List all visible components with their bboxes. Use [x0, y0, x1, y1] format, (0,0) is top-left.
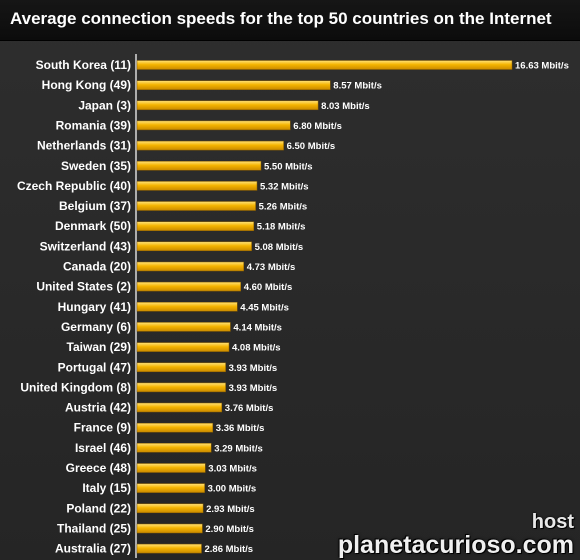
- bar: [136, 362, 226, 373]
- watermark: host planetacurioso.com: [338, 512, 574, 558]
- category-label: Austria (42): [65, 401, 131, 415]
- value-label: 5.50 Mbit/s: [264, 161, 313, 172]
- watermark-host: host: [531, 511, 574, 533]
- bar: [136, 503, 204, 514]
- value-label: 3.36 Mbit/s: [216, 423, 265, 434]
- bar: [136, 161, 262, 171]
- value-label: 3.29 Mbit/s: [214, 443, 263, 454]
- bar: [136, 523, 203, 534]
- category-label: France (9): [74, 421, 131, 435]
- bar: [136, 60, 513, 70]
- category-label: Czech Republic (40): [17, 179, 131, 193]
- bar: [136, 261, 244, 272]
- category-label: Hungary (41): [58, 300, 131, 314]
- value-label: 2.93 Mbit/s: [206, 504, 255, 515]
- bar: [136, 221, 255, 231]
- category-label: Poland (22): [66, 501, 131, 515]
- value-label: 4.73 Mbit/s: [247, 262, 296, 273]
- bar: [136, 543, 202, 554]
- category-label: Canada (20): [63, 260, 131, 274]
- bar: [136, 483, 205, 493]
- bar: [136, 443, 212, 453]
- category-label: Israel (46): [75, 441, 131, 455]
- bar: [136, 120, 291, 131]
- category-label: Belgium (37): [59, 199, 131, 213]
- bar: [136, 241, 252, 252]
- value-label: 5.32 Mbit/s: [260, 181, 309, 192]
- value-labels-group: 16.63 Mbit/s 8.57 Mbit/s 8.03 Mbit/s 6.80 M…: [205, 61, 569, 556]
- value-label: 4.08 Mbit/s: [232, 343, 281, 354]
- category-label: Portugal (47): [58, 360, 131, 374]
- bar: [136, 382, 226, 393]
- value-label: 16.63 Mbit/s: [515, 61, 569, 72]
- category-labels-group: South Korea (11) Hong Kong (49) Japan (3) R…: [17, 58, 131, 556]
- value-label: 3.03 Mbit/s: [208, 464, 257, 475]
- value-label: 5.08 Mbit/s: [255, 242, 304, 253]
- watermark-site: planetacurioso.com: [337, 531, 574, 559]
- category-label: Sweden (35): [61, 159, 131, 173]
- bars-group: [136, 60, 513, 554]
- bar: [136, 201, 256, 211]
- value-label: 6.80 Mbit/s: [293, 121, 342, 132]
- bar: [136, 463, 206, 473]
- category-label: Romania (39): [56, 118, 131, 132]
- bar: [136, 100, 319, 111]
- value-label: 5.26 Mbit/s: [259, 202, 308, 213]
- bar: [136, 302, 238, 312]
- bar: [136, 422, 214, 433]
- bar: [136, 140, 284, 151]
- category-label: Hong Kong (49): [42, 78, 131, 92]
- category-label: Australia (27): [55, 542, 131, 556]
- value-label: 3.93 Mbit/s: [229, 383, 278, 394]
- bar: [136, 181, 258, 191]
- value-label: 2.90 Mbit/s: [205, 524, 254, 535]
- value-label: 5.18 Mbit/s: [257, 222, 306, 233]
- value-label: 4.60 Mbit/s: [244, 282, 293, 293]
- bar: [136, 322, 231, 332]
- value-label: 3.00 Mbit/s: [208, 484, 257, 495]
- value-label: 4.45 Mbit/s: [240, 302, 289, 313]
- category-label: Greece (48): [66, 461, 131, 475]
- value-label: 6.50 Mbit/s: [287, 141, 336, 152]
- category-label: South Korea (11): [36, 58, 131, 72]
- value-label: 8.03 Mbit/s: [321, 101, 370, 112]
- category-label: Netherlands (31): [37, 139, 131, 153]
- category-label: Switzerland (43): [40, 239, 131, 253]
- value-label: 4.14 Mbit/s: [233, 322, 282, 333]
- value-label: 8.57 Mbit/s: [333, 81, 382, 92]
- bar: [136, 342, 230, 352]
- value-label: 3.76 Mbit/s: [225, 403, 274, 414]
- category-label: Taiwan (29): [67, 340, 131, 354]
- category-label: Denmark (50): [55, 219, 131, 233]
- category-label: Italy (15): [82, 481, 131, 495]
- title-bar: Average connection speeds for the top 50…: [0, 0, 580, 41]
- bar: [136, 402, 223, 413]
- bar: [136, 80, 331, 90]
- category-label: United States (2): [36, 280, 131, 294]
- chart-title: Average connection speeds for the top 50…: [10, 9, 552, 28]
- category-label: Germany (6): [61, 320, 131, 334]
- bar: [136, 281, 241, 292]
- value-label: 3.93 Mbit/s: [229, 363, 278, 374]
- category-label: Japan (3): [78, 98, 131, 112]
- value-label: 2.86 Mbit/s: [205, 544, 254, 555]
- category-label: United Kingdom (8): [20, 380, 131, 394]
- category-label: Thailand (25): [57, 522, 131, 536]
